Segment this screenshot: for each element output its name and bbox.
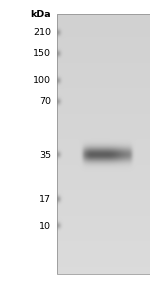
Text: 210: 210 (33, 28, 51, 37)
Text: 10: 10 (39, 222, 51, 231)
Text: 70: 70 (39, 97, 51, 106)
Text: 150: 150 (33, 49, 51, 58)
Text: 100: 100 (33, 76, 51, 85)
Bar (57, 14, 150, 274)
Text: kDa: kDa (31, 10, 51, 19)
Text: 17: 17 (39, 195, 51, 204)
Text: 35: 35 (39, 151, 51, 160)
